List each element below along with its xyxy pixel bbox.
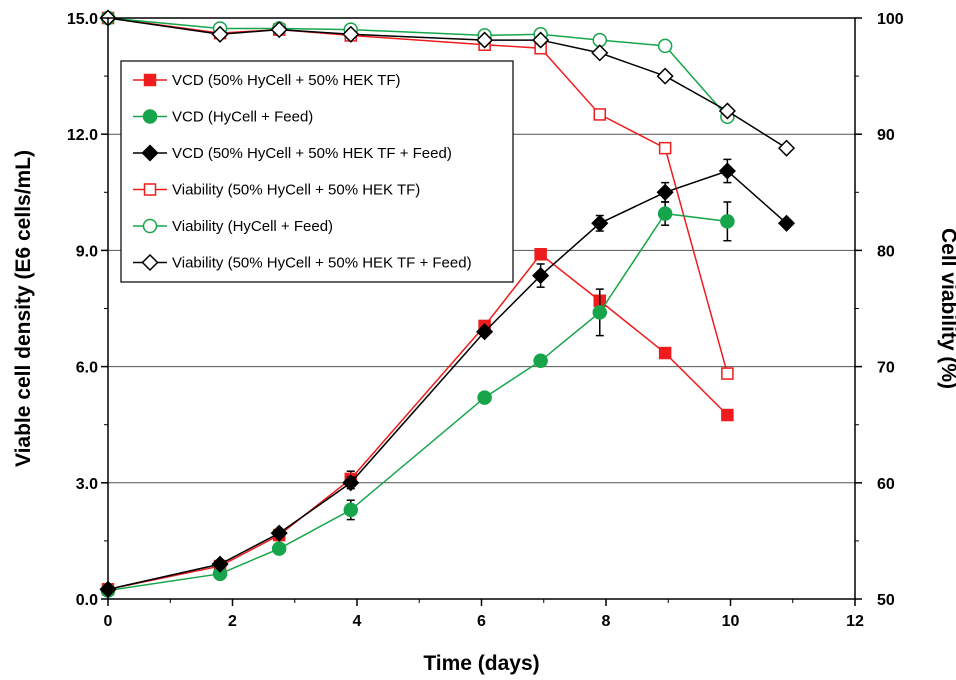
y-tick-label: 6.0	[76, 360, 98, 377]
legend-label: Viability (50% HyCell + 50% HEK TF + Fee…	[172, 255, 472, 272]
diamond-marker	[342, 474, 360, 492]
square-marker	[721, 408, 734, 422]
legend: VCD (50% HyCell + 50% HEK TF) VCD (HyCell…	[120, 60, 514, 283]
x-tick-label: 12	[846, 613, 864, 630]
legend-item: VCD (50% HyCell + 50% HEK TF + Feed)	[133, 144, 452, 162]
square-marker	[721, 367, 734, 380]
y2-tick-label: 80	[877, 243, 895, 260]
diamond-marker	[532, 31, 550, 49]
diamond-marker	[591, 44, 609, 62]
legend-label: VCD (50% HyCell + 50% HEK TF + Feed)	[172, 145, 452, 162]
x-tick-label: 8	[602, 613, 611, 630]
square-marker	[143, 183, 157, 196]
y-tick-label: 3.0	[76, 476, 98, 493]
diamond-marker	[591, 214, 609, 232]
y2-tick-label: 60	[877, 476, 895, 493]
x-tick-label: 0	[104, 613, 113, 630]
series-line	[107, 17, 787, 149]
diamond-marker	[656, 67, 674, 85]
y-tick-label: 0.0	[76, 592, 98, 609]
diamond-marker	[718, 162, 736, 180]
series-0	[101, 248, 734, 596]
x-tick-label: 6	[477, 613, 486, 630]
y2-axis-title: Cell viability (%)	[937, 228, 956, 389]
circle-marker	[142, 218, 158, 234]
square-marker	[143, 73, 157, 87]
legend-item: VCD (HyCell + Feed)	[133, 109, 313, 126]
diamond-marker	[718, 102, 736, 120]
circle-marker	[533, 353, 548, 369]
legend-item: Viability (50% HyCell + 50% HEK TF + Fee…	[133, 253, 472, 272]
legend-item: VCD (50% HyCell + 50% HEK TF)	[133, 72, 401, 89]
y-tick-label: 12.0	[67, 127, 98, 144]
diamond-marker	[476, 323, 494, 341]
legend-box	[120, 60, 514, 283]
series-2	[99, 158, 796, 598]
y2-tick-label: 50	[877, 592, 895, 609]
circle-marker	[720, 214, 735, 229]
circle-marker	[142, 109, 158, 124]
legend-label: VCD (HyCell + Feed)	[172, 109, 313, 126]
diamond-marker	[211, 25, 229, 43]
diamond-marker	[141, 144, 159, 162]
circle-marker	[657, 38, 673, 54]
circle-marker	[657, 206, 673, 221]
square-marker	[534, 248, 547, 261]
legend-item: Viability (50% HyCell + 50% HEK TF)	[133, 182, 420, 199]
x-tick-label: 2	[228, 613, 237, 630]
diamond-marker	[476, 31, 494, 49]
series-line	[107, 253, 728, 591]
circle-marker	[343, 502, 359, 518]
diamond-marker	[777, 139, 796, 157]
legend-label: VCD (50% HyCell + 50% HEK TF)	[172, 72, 401, 89]
diamond-marker	[141, 253, 159, 272]
legend-item: Viability (HyCell + Feed)	[133, 218, 333, 235]
series-1	[100, 201, 735, 598]
diamond-marker	[211, 555, 229, 573]
y-axis-title: Viable cell density (E6 cells/mL)	[12, 150, 35, 467]
square-marker	[593, 108, 607, 121]
series-line	[107, 170, 788, 591]
axes: 0.0 3.0 6.0 9.0 12.0 15.0 50 60 70 80 90 100 0 2 4 6 8 10…	[67, 11, 904, 630]
square-marker	[658, 141, 672, 155]
series-5	[99, 9, 796, 157]
y2-tick-label: 100	[877, 11, 904, 28]
circle-marker	[477, 390, 492, 405]
diamond-marker	[270, 21, 288, 39]
y2-tick-label: 90	[877, 127, 895, 144]
diamond-marker	[270, 524, 288, 542]
legend-label: Viability (50% HyCell + 50% HEK TF)	[172, 182, 420, 199]
x-tick-label: 4	[353, 613, 362, 630]
square-marker	[658, 346, 672, 360]
diamond-marker	[656, 183, 674, 201]
x-tick-label: 10	[722, 613, 740, 630]
y-tick-label: 9.0	[76, 243, 98, 260]
circle-marker	[592, 305, 608, 320]
x-axis-title: Time (days)	[423, 652, 539, 675]
diamond-marker	[342, 25, 360, 43]
y2-tick-label: 70	[877, 360, 895, 377]
legend-label: Viability (HyCell + Feed)	[172, 218, 333, 235]
diamond-marker	[532, 267, 550, 285]
diamond-marker	[777, 214, 796, 232]
circle-marker	[271, 541, 287, 556]
y-tick-label: 15.0	[67, 11, 98, 28]
